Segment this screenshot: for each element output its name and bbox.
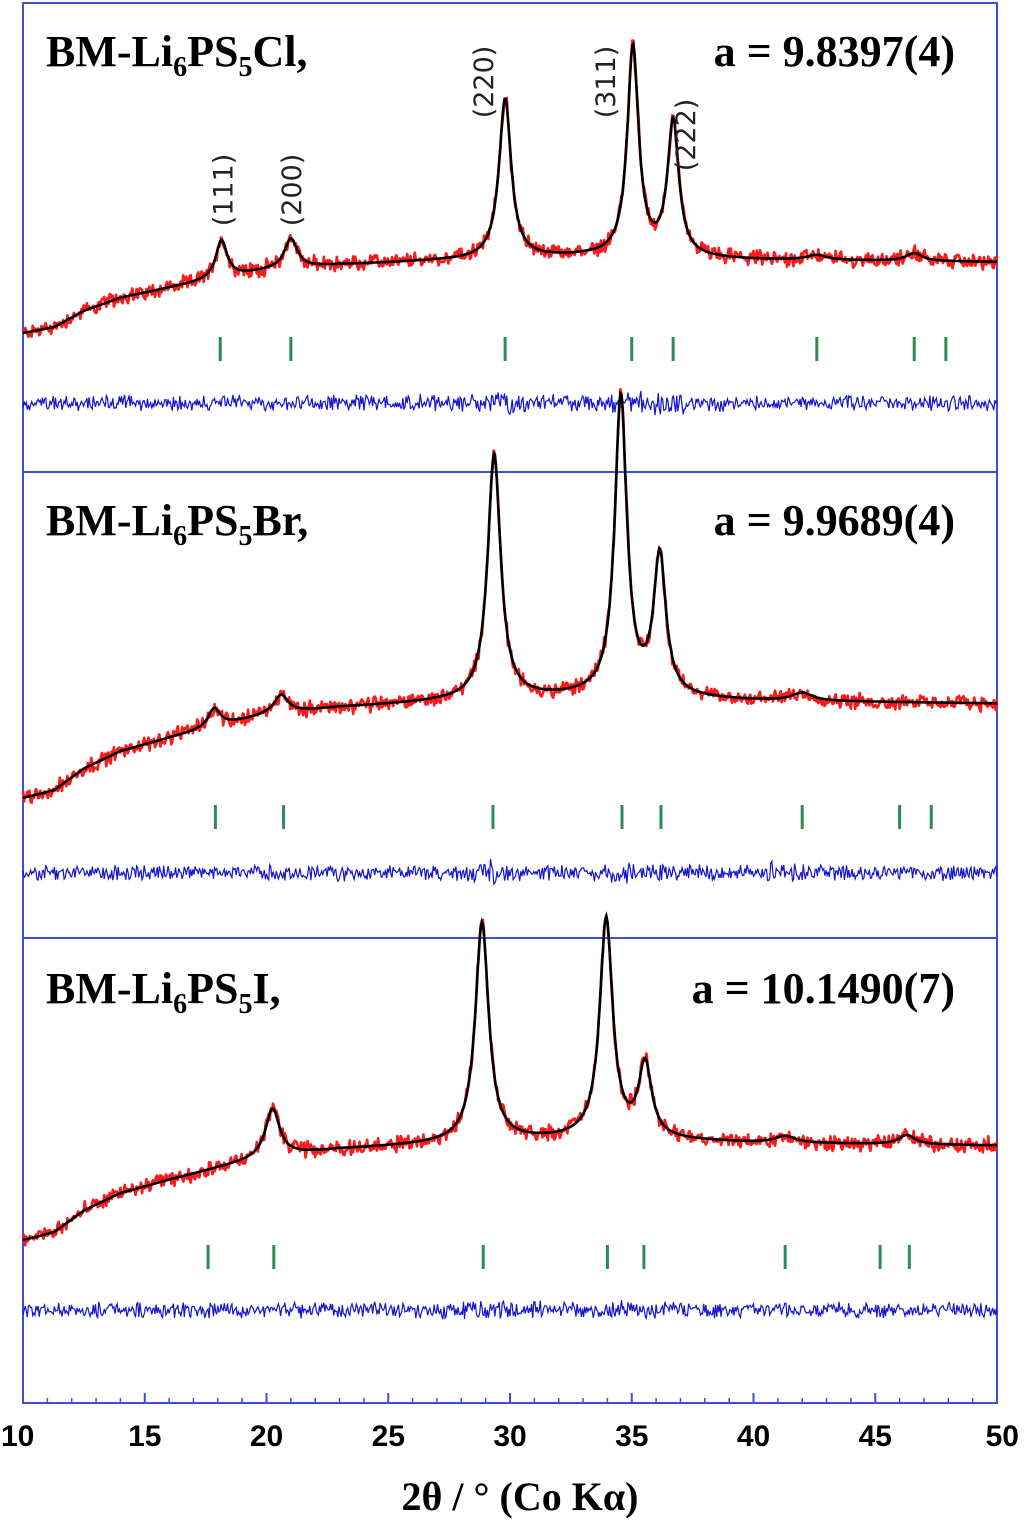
lattice-parameter: a = 9.9689(4) (714, 496, 955, 545)
calculated-pattern (22, 911, 998, 1242)
sample-label: BM-Li6PS5Br, (46, 496, 308, 552)
hkl-label: (222) (671, 99, 702, 172)
x-tick-label: 40 (737, 1420, 770, 1453)
x-tick-label: 45 (859, 1420, 892, 1453)
panels-layer: BM-Li6PS5Cl, a = 9.8397(4) (111) (200) (220)… (21, 27, 999, 1321)
x-tick-label: 35 (615, 1420, 648, 1453)
x-tick-label: 30 (493, 1420, 526, 1453)
x-tick-label: 20 (250, 1420, 283, 1453)
lattice-parameter: a = 9.8397(4) (714, 27, 955, 76)
difference-curve (22, 1299, 998, 1321)
observed-pattern (21, 39, 999, 339)
panel-2: BM-Li6PS5Br, a = 9.9689(4) (21, 387, 999, 886)
hkl-label: (200) (277, 154, 308, 227)
hkl-label: (311) (591, 46, 622, 119)
lattice-parameter: a = 10.1490(7) (692, 964, 955, 1013)
observed-pattern (21, 387, 999, 804)
x-tick-label: 10 (1, 1420, 34, 1453)
x-tick-label: 50 (986, 1420, 1019, 1453)
calculated-pattern (22, 40, 997, 335)
x-tick-label: 25 (372, 1420, 405, 1453)
calculated-pattern (22, 390, 997, 800)
x-axis: 10 15 20 25 30 35 40 45 50 (1, 1393, 1019, 1453)
difference-curve (22, 390, 998, 416)
x-axis-title: 2θ / ° (Co Kα) (402, 1474, 639, 1519)
hkl-label: (111) (209, 154, 240, 227)
hkl-label: (220) (469, 46, 500, 119)
panel-3: BM-Li6PS5I, a = 10.1490(7) (21, 911, 999, 1321)
difference-curve (22, 858, 998, 886)
sample-label: BM-Li6PS5Cl, (46, 27, 307, 83)
x-tick-label: 15 (128, 1420, 161, 1453)
sample-label: BM-Li6PS5I, (46, 964, 281, 1020)
panel-1: BM-Li6PS5Cl, a = 9.8397(4) (111) (200) (220)… (21, 27, 999, 416)
